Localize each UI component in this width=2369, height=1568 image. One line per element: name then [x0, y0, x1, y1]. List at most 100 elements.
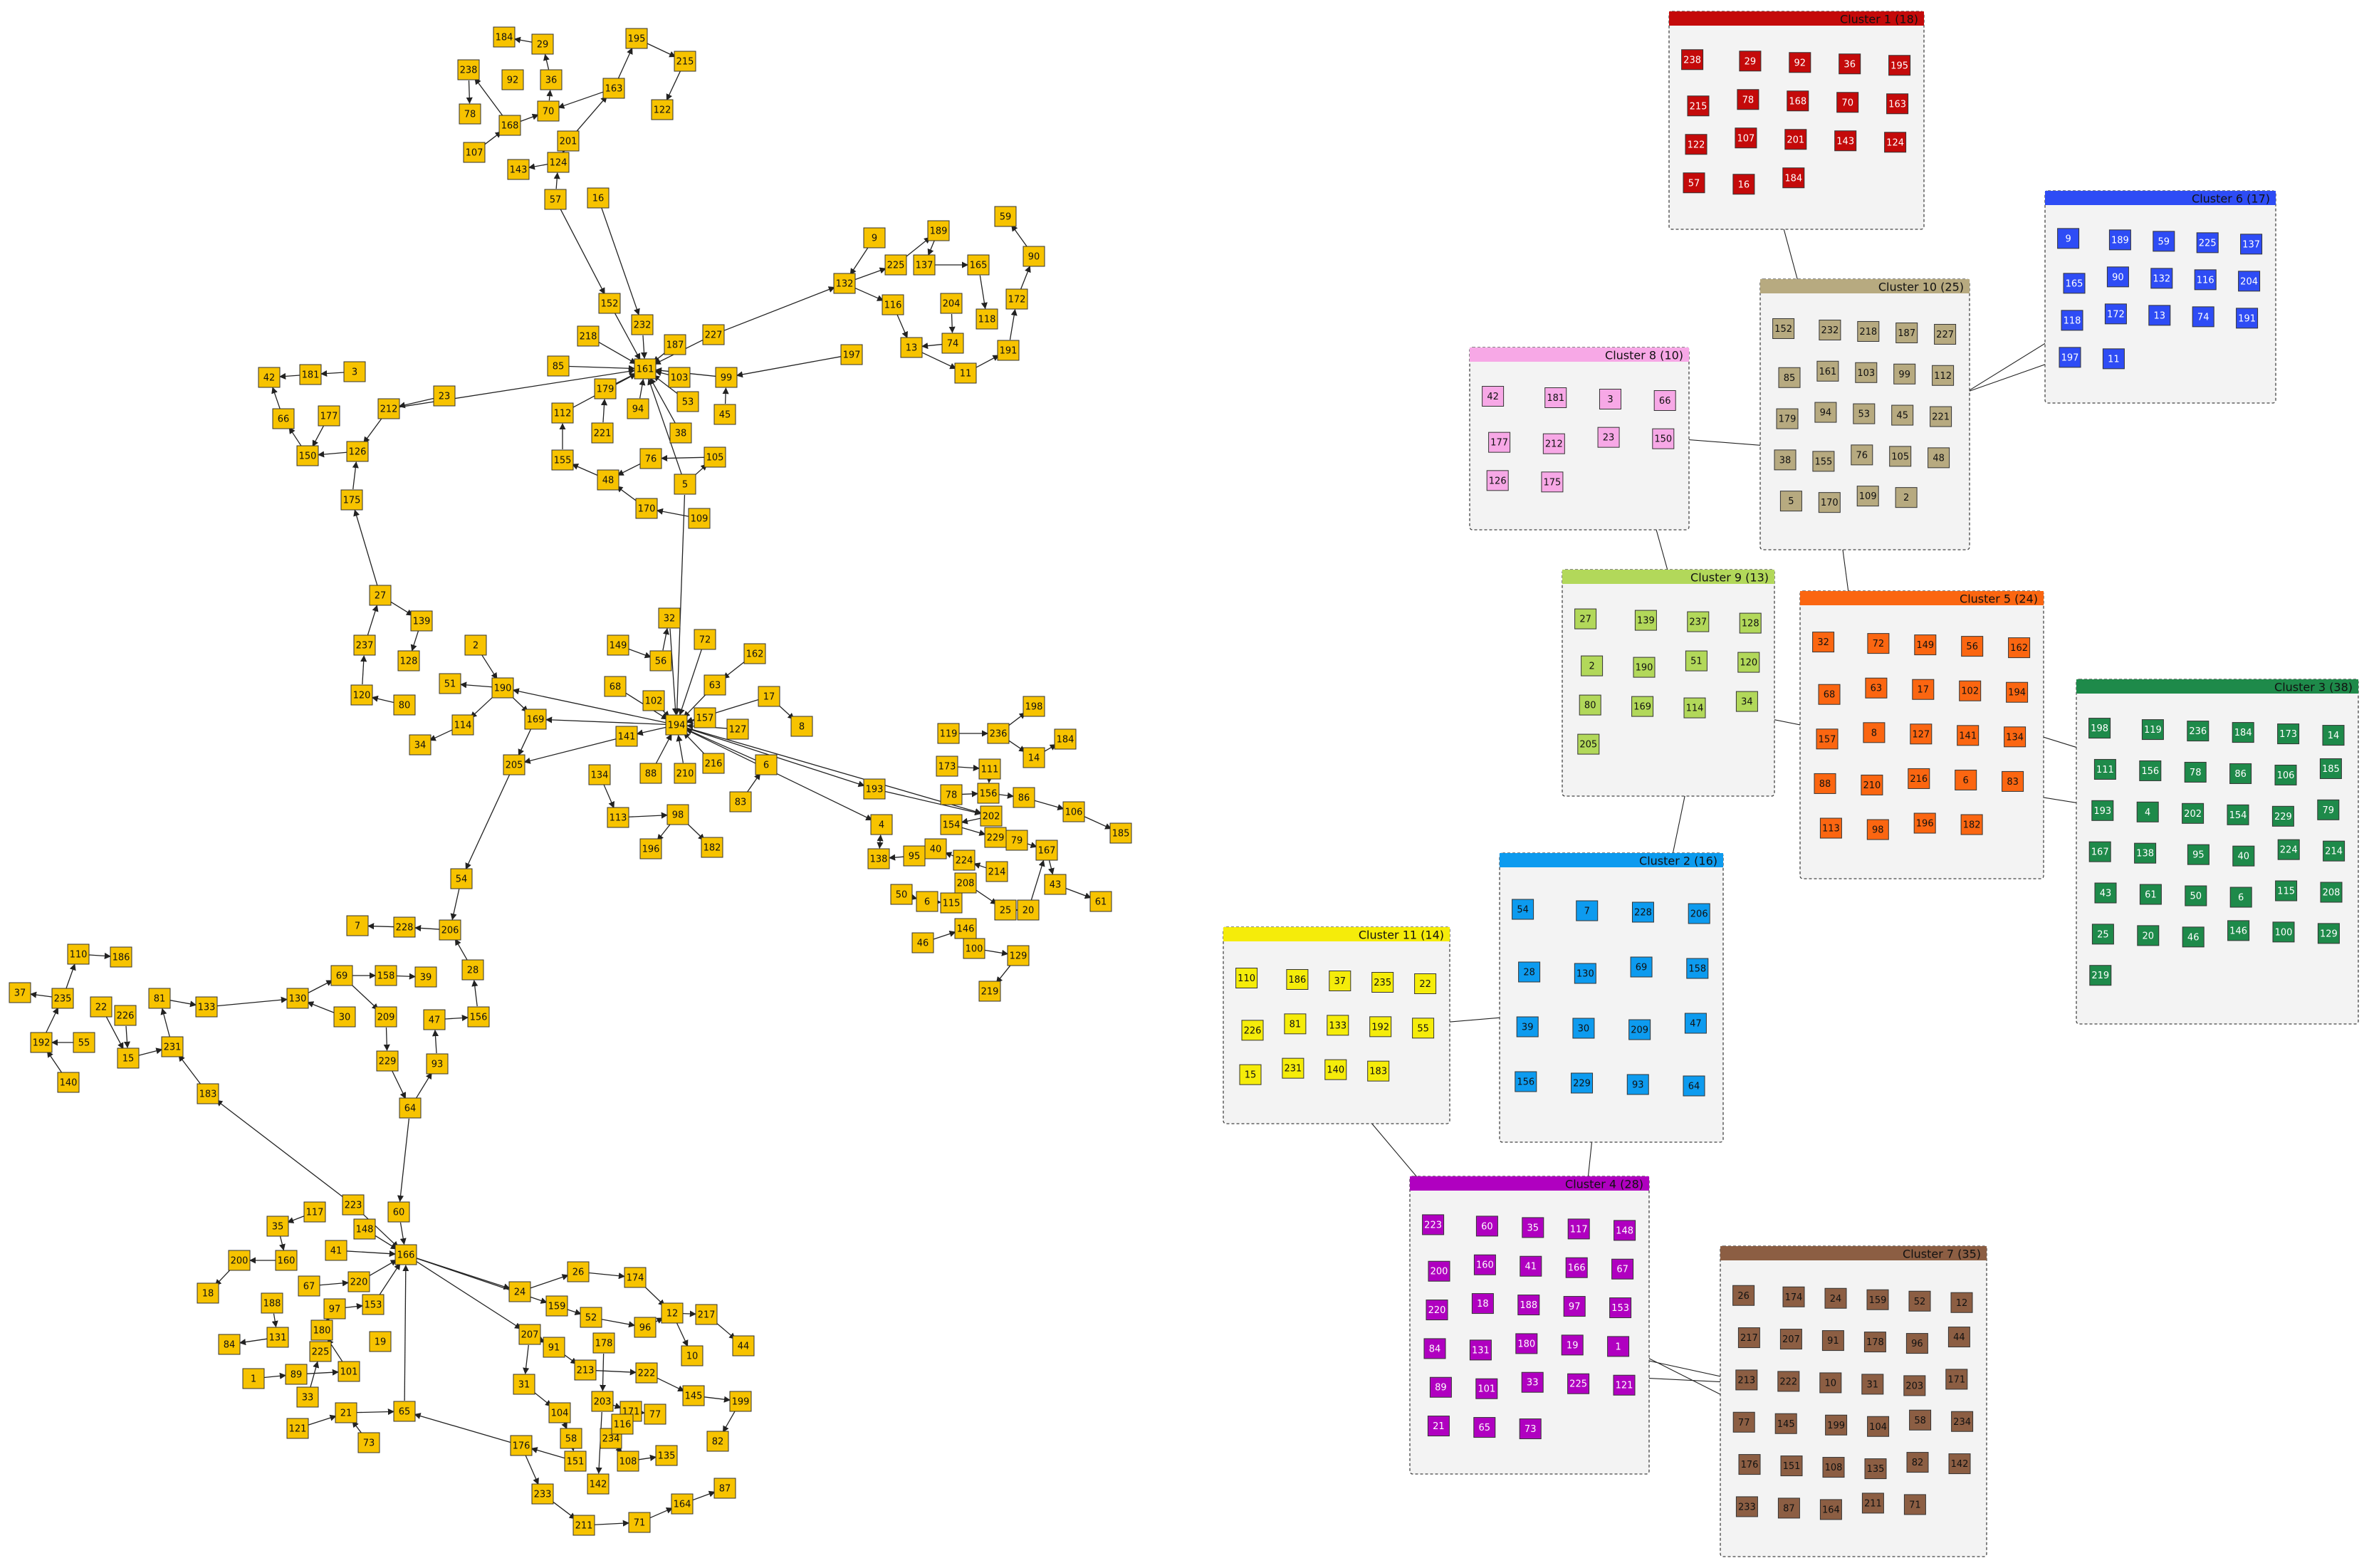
- node-170[interactable]: 170: [1818, 492, 1841, 513]
- node-113[interactable]: 113: [1819, 817, 1842, 839]
- node-127[interactable]: 127: [726, 718, 749, 740]
- node-4[interactable]: 4: [2136, 801, 2159, 822]
- node-203[interactable]: 203: [1903, 1375, 1926, 1396]
- node-120[interactable]: 120: [1737, 652, 1760, 673]
- node-229[interactable]: 229: [1571, 1072, 1594, 1094]
- node-78[interactable]: 78: [2184, 761, 2207, 783]
- node-35[interactable]: 35: [1522, 1217, 1544, 1238]
- node-120[interactable]: 120: [350, 684, 373, 706]
- node-39[interactable]: 39: [414, 966, 437, 988]
- node-37[interactable]: 37: [9, 982, 31, 1003]
- node-204[interactable]: 204: [940, 293, 963, 314]
- node-7[interactable]: 7: [346, 915, 369, 936]
- node-82[interactable]: 82: [1906, 1452, 1929, 1473]
- node-222[interactable]: 222: [1777, 1371, 1800, 1392]
- node-30[interactable]: 30: [1572, 1018, 1595, 1039]
- node-63[interactable]: 63: [1865, 677, 1888, 699]
- node-61[interactable]: 61: [2139, 884, 2162, 905]
- node-11[interactable]: 11: [2102, 348, 2125, 370]
- node-108[interactable]: 108: [617, 1451, 639, 1472]
- node-109[interactable]: 109: [688, 508, 711, 529]
- node-87[interactable]: 87: [1777, 1498, 1800, 1519]
- node-181[interactable]: 181: [299, 364, 322, 385]
- node-162[interactable]: 162: [743, 643, 766, 664]
- node-165[interactable]: 165: [967, 254, 990, 276]
- node-14[interactable]: 14: [2322, 725, 2345, 746]
- node-183[interactable]: 183: [197, 1083, 219, 1104]
- node-103[interactable]: 103: [1855, 362, 1878, 383]
- node-143[interactable]: 143: [507, 159, 530, 180]
- node-180[interactable]: 180: [310, 1319, 333, 1341]
- node-173[interactable]: 173: [936, 756, 958, 777]
- node-149[interactable]: 149: [607, 634, 629, 656]
- node-137[interactable]: 137: [2240, 234, 2263, 255]
- node-231[interactable]: 231: [161, 1036, 184, 1057]
- node-188[interactable]: 188: [261, 1292, 283, 1314]
- node-65[interactable]: 65: [1473, 1417, 1496, 1438]
- node-214[interactable]: 214: [985, 861, 1008, 882]
- node-110[interactable]: 110: [1235, 968, 1258, 988]
- node-156[interactable]: 156: [1515, 1071, 1537, 1092]
- node-132[interactable]: 132: [833, 273, 856, 294]
- node-81[interactable]: 81: [1284, 1013, 1307, 1035]
- node-155[interactable]: 155: [1812, 451, 1835, 472]
- node-221[interactable]: 221: [591, 422, 614, 444]
- node-158[interactable]: 158: [1686, 958, 1709, 979]
- node-30[interactable]: 30: [333, 1006, 356, 1028]
- node-233[interactable]: 233: [1735, 1496, 1758, 1517]
- node-128[interactable]: 128: [397, 650, 420, 671]
- node-207[interactable]: 207: [518, 1324, 541, 1345]
- node-231[interactable]: 231: [1282, 1057, 1304, 1079]
- node-177[interactable]: 177: [318, 405, 340, 427]
- node-16[interactable]: 16: [1732, 174, 1755, 195]
- node-23[interactable]: 23: [433, 385, 456, 407]
- node-18[interactable]: 18: [197, 1282, 219, 1304]
- node-15[interactable]: 15: [1239, 1064, 1262, 1085]
- node-69[interactable]: 69: [330, 965, 353, 986]
- node-6[interactable]: 6: [1955, 769, 1977, 790]
- node-135[interactable]: 135: [1864, 1458, 1887, 1480]
- node-14[interactable]: 14: [1023, 747, 1045, 768]
- node-156[interactable]: 156: [2139, 760, 2162, 781]
- node-41[interactable]: 41: [1520, 1255, 1542, 1277]
- node-28[interactable]: 28: [461, 959, 484, 981]
- node-206[interactable]: 206: [1688, 903, 1710, 924]
- node-55[interactable]: 55: [73, 1032, 95, 1053]
- node-119[interactable]: 119: [2141, 719, 2164, 741]
- node-10[interactable]: 10: [1819, 1372, 1842, 1394]
- node-192[interactable]: 192: [1369, 1016, 1392, 1038]
- node-124[interactable]: 124: [1884, 132, 1907, 153]
- node-209[interactable]: 209: [1628, 1019, 1651, 1040]
- node-93[interactable]: 93: [426, 1053, 449, 1075]
- node-237[interactable]: 237: [353, 634, 376, 656]
- node-215[interactable]: 215: [1687, 95, 1710, 117]
- node-89[interactable]: 89: [1429, 1376, 1452, 1398]
- node-218[interactable]: 218: [577, 325, 600, 347]
- node-22[interactable]: 22: [1414, 973, 1437, 994]
- node-101[interactable]: 101: [338, 1361, 360, 1382]
- node-5[interactable]: 5: [1779, 491, 1802, 512]
- node-224[interactable]: 224: [2277, 839, 2300, 860]
- node-235[interactable]: 235: [51, 988, 74, 1009]
- node-80[interactable]: 80: [393, 694, 416, 716]
- node-216[interactable]: 216: [1908, 768, 1930, 789]
- node-43[interactable]: 43: [1044, 874, 1067, 895]
- node-172[interactable]: 172: [1005, 288, 1028, 310]
- node-87[interactable]: 87: [713, 1478, 736, 1499]
- node-130[interactable]: 130: [1574, 963, 1596, 984]
- node-210[interactable]: 210: [1861, 774, 1883, 795]
- node-34[interactable]: 34: [409, 734, 432, 756]
- node-199[interactable]: 199: [1825, 1414, 1848, 1436]
- node-173[interactable]: 173: [2277, 723, 2300, 745]
- node-17[interactable]: 17: [1912, 679, 1935, 700]
- node-213[interactable]: 213: [1735, 1369, 1758, 1391]
- node-50[interactable]: 50: [2185, 885, 2207, 906]
- node-102[interactable]: 102: [642, 690, 665, 711]
- node-154[interactable]: 154: [940, 814, 963, 835]
- node-78b[interactable]: 78: [940, 784, 963, 805]
- node-6[interactable]: 6: [2229, 887, 2252, 908]
- node-55[interactable]: 55: [1412, 1018, 1435, 1039]
- node-134[interactable]: 134: [588, 764, 611, 785]
- node-235[interactable]: 235: [1371, 972, 1394, 993]
- node-107[interactable]: 107: [463, 142, 486, 163]
